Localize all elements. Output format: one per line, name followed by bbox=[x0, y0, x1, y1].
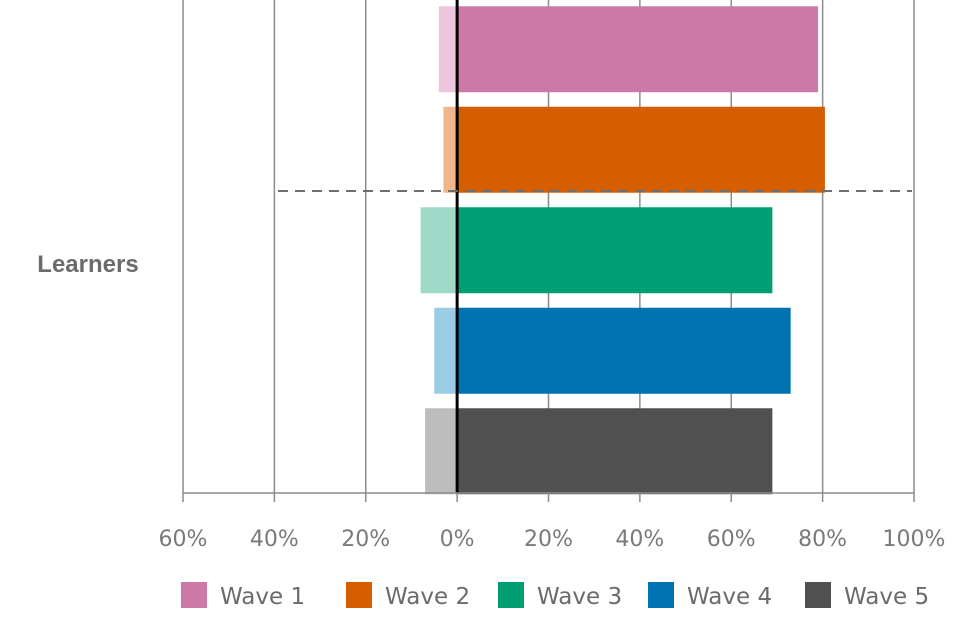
bar-negative-3 bbox=[420, 207, 458, 294]
category-label: Learners bbox=[37, 251, 138, 278]
tick-label: 0% bbox=[440, 527, 475, 552]
tick-label: 60% bbox=[707, 527, 756, 552]
bar-negative-2 bbox=[443, 106, 458, 193]
tick-label: 20% bbox=[341, 527, 390, 552]
tick-label: 40% bbox=[615, 527, 664, 552]
legend-label: Wave 4 bbox=[687, 584, 772, 610]
tick-label: 80% bbox=[798, 527, 847, 552]
bars bbox=[420, 6, 825, 495]
bar-positive-1 bbox=[457, 6, 819, 93]
legend-swatch bbox=[805, 582, 831, 608]
tick-label: 60% bbox=[159, 527, 208, 552]
legend-label: Wave 1 bbox=[220, 584, 305, 610]
bar-positive-2 bbox=[457, 106, 825, 193]
bar-negative-4 bbox=[434, 307, 458, 394]
legend: Wave 1 Wave 2 Wave 3 Wave 4 Wave 5 bbox=[181, 582, 929, 610]
bar-positive-5 bbox=[457, 408, 773, 495]
legend-swatch bbox=[346, 582, 372, 608]
legend-swatch bbox=[648, 582, 674, 608]
bar-positive-4 bbox=[457, 307, 791, 394]
tick-label: 20% bbox=[524, 527, 573, 552]
legend-label: Wave 2 bbox=[385, 584, 470, 610]
tick-label: 100% bbox=[883, 527, 946, 552]
legend-label: Wave 5 bbox=[844, 584, 929, 610]
bar-positive-3 bbox=[457, 207, 773, 294]
tick-label: 40% bbox=[250, 527, 299, 552]
legend-swatch bbox=[498, 582, 524, 608]
legend-swatch bbox=[181, 582, 207, 608]
x-tick-labels: 60% 40% 20% 0% 20% 40% 60% 80% 100% bbox=[159, 493, 946, 552]
bar-negative-5 bbox=[425, 408, 458, 495]
legend-label: Wave 3 bbox=[537, 584, 622, 610]
bar-negative-1 bbox=[438, 6, 458, 93]
